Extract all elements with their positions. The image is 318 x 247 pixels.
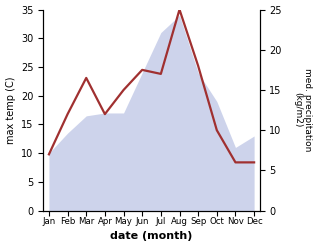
Y-axis label: med. precipitation
(kg/m2): med. precipitation (kg/m2) — [293, 68, 313, 152]
Y-axis label: max temp (C): max temp (C) — [5, 76, 16, 144]
X-axis label: date (month): date (month) — [110, 231, 193, 242]
